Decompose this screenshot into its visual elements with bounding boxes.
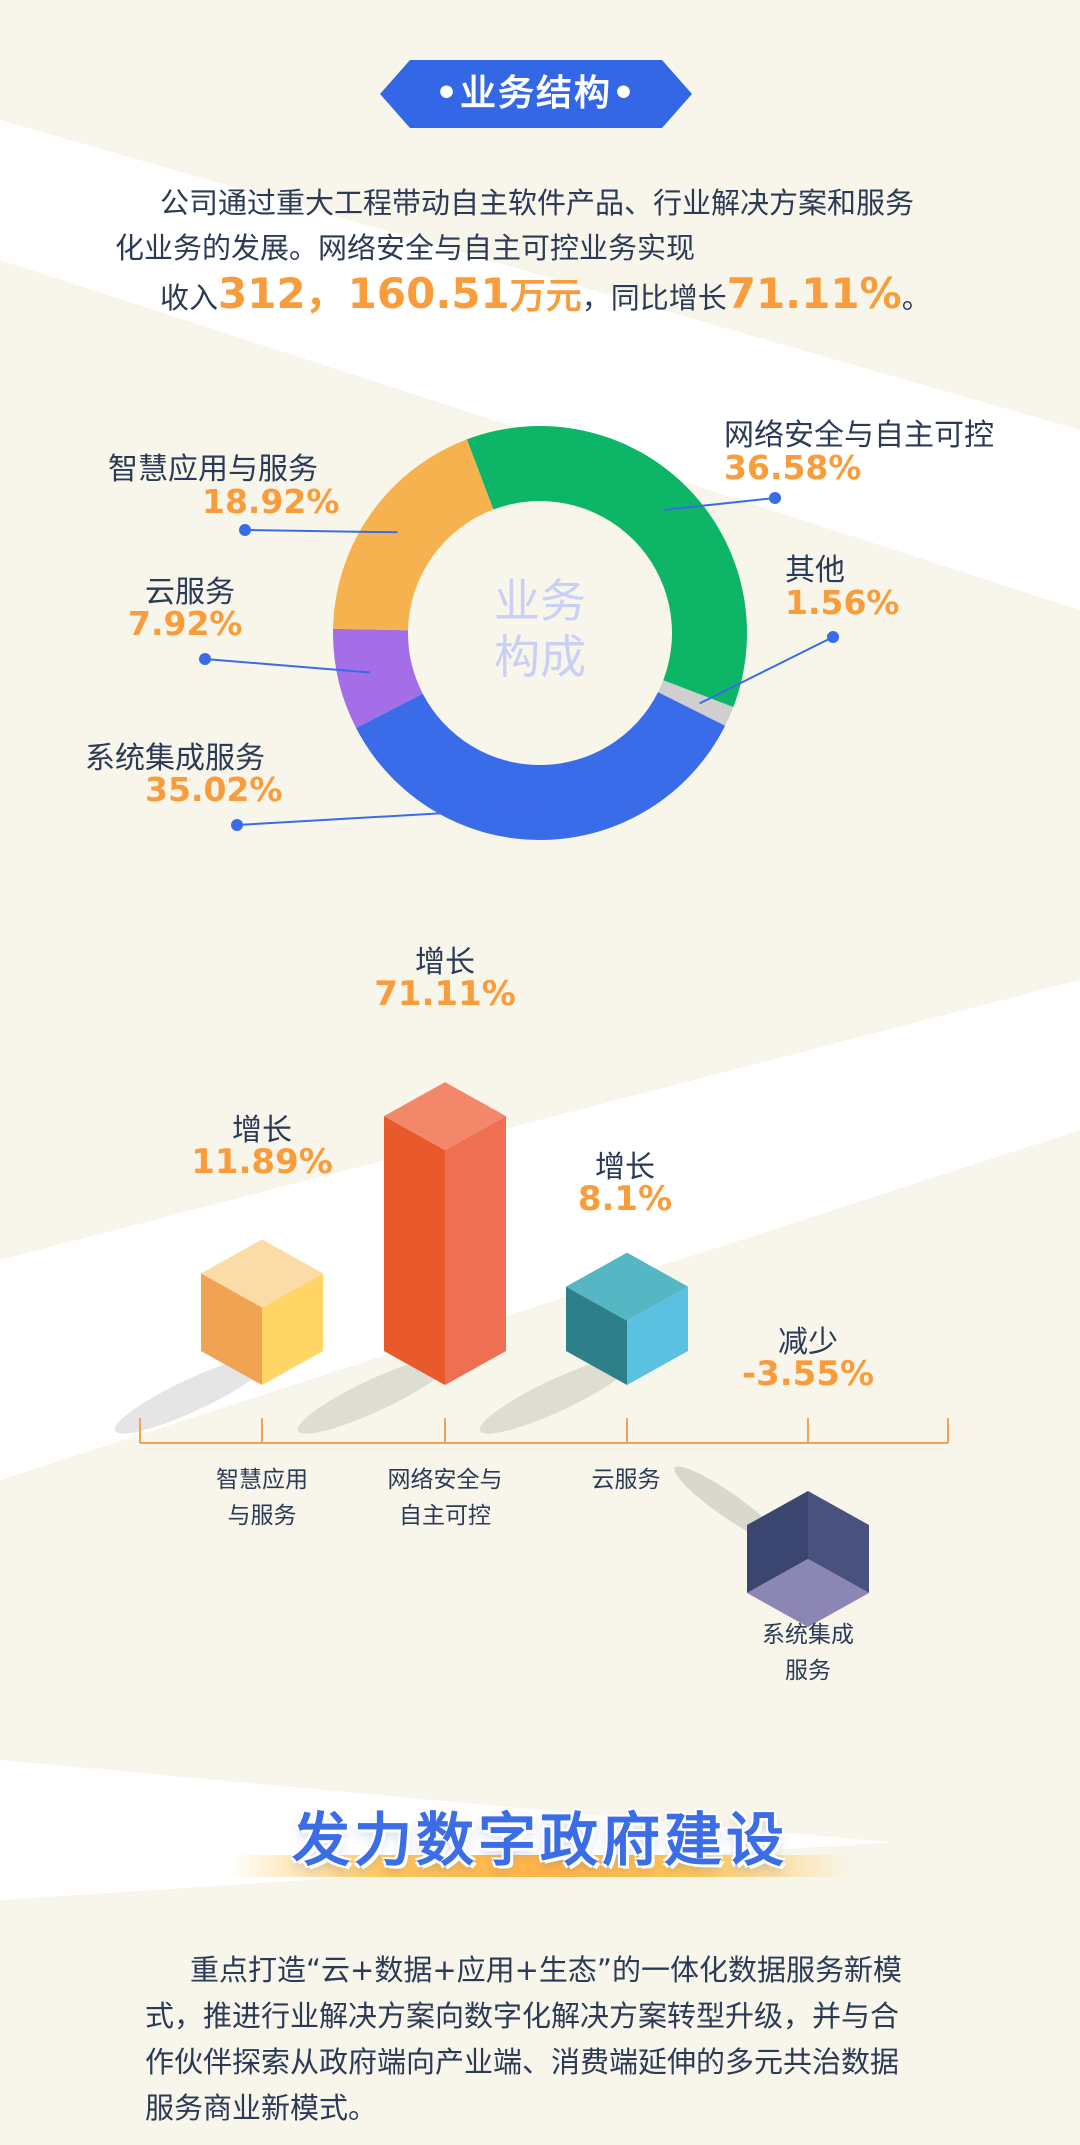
bar-category-system-integration-line-2: 服务: [785, 1658, 831, 1684]
bar-category-network-security: 网络安全与 自主可控: [345, 1462, 545, 1534]
slice-value-other: 1.56%: [785, 583, 900, 622]
leader-dot-network-security: [769, 492, 781, 504]
bar-smart-app: [201, 1239, 323, 1385]
intro-suffix: 。: [901, 281, 931, 315]
slice-label-other: 其他: [785, 553, 845, 588]
slice-value-system-integration: 35.02%: [145, 770, 283, 809]
leader-line-system-integration: [236, 806, 542, 826]
revenue-unit: 万元: [509, 276, 582, 317]
slice-value-smart-app: 18.92%: [202, 482, 340, 521]
bar-category-cloud-line-1: 云服务: [591, 1467, 661, 1493]
bar-head-cloud: 增长: [595, 1150, 655, 1185]
section2-line-2: 式，推进行业解决方案向数字化解决方案转型升级，并与合: [145, 1999, 900, 2033]
leader-dot-system-integration: [231, 819, 243, 831]
intro-line-3: 收入312，160.51万元，同比增长71.11%。: [160, 272, 1040, 320]
section2-line-1: 重点打造“云+数据+应用+生态”的一体化数据服务新模: [190, 1953, 902, 1987]
bar-category-cloud: 云服务: [526, 1462, 726, 1498]
bar-category-smart-app-line-1: 智慧应用: [216, 1467, 308, 1493]
business-composition-donut: [199, 426, 839, 840]
section2-title: 发力数字政府建设: [291, 1806, 788, 1874]
slice-label-cloud: 云服务: [145, 575, 235, 610]
bar-category-smart-app-line-2: 与服务: [227, 1503, 297, 1529]
bar-shadow-cloud: [479, 1356, 635, 1434]
section2-line-4: 服务商业新模式。: [145, 2091, 378, 2125]
bar-shadow-network-security: [297, 1356, 453, 1434]
growth-value: 71.11%: [726, 269, 902, 318]
intro-line-2: 化业务的发展。网络安全与自主可控业务实现: [115, 231, 696, 265]
intro-growth-prefix: ，同比增长: [581, 281, 727, 315]
bar-value-network-security: 71.11%: [374, 974, 516, 1014]
intro-revenue-prefix: 收入: [160, 281, 219, 315]
slice-value-network-security: 36.58%: [724, 448, 862, 487]
leader-line-cloud: [204, 658, 371, 674]
section-title: •业务结构•: [434, 73, 638, 114]
bar-category-system-integration-line-1: 系统集成: [762, 1622, 854, 1648]
revenue-value: 312，160.51: [218, 269, 510, 318]
donut-slice-network-security: [466, 426, 747, 708]
slice-label-smart-app: 智慧应用与服务: [108, 452, 318, 487]
slice-value-cloud: 7.92%: [128, 604, 243, 643]
donut-slice-cloud: [333, 628, 423, 729]
slice-label-network-security: 网络安全与自主可控: [724, 418, 994, 453]
bar-head-smart-app: 增长: [232, 1113, 292, 1148]
bar-cloud: [566, 1252, 688, 1385]
bar-value-cloud: 8.1%: [577, 1179, 673, 1219]
bar-value-smart-app: 11.89%: [191, 1142, 333, 1182]
section2-title-underline: [230, 1855, 850, 1877]
bar-head-system-integration: 减少: [778, 1325, 838, 1360]
bar-category-network-security-line-2: 自主可控: [399, 1503, 491, 1529]
bar-network-security: [384, 1082, 506, 1385]
donut-center-line-2: 构成: [494, 630, 586, 684]
leader-dot-smart-app: [239, 524, 251, 536]
bar-category-smart-app: 智慧应用 与服务: [162, 1462, 362, 1534]
leader-line-network-security: [663, 497, 776, 511]
bar-category-system-integration: 系统集成 服务: [708, 1617, 908, 1689]
section-title-badge: •业务结构•: [380, 60, 692, 128]
bar-shadow-smart-app: [114, 1356, 270, 1434]
donut-center-label: 业务 构成: [440, 573, 640, 685]
leader-dot-other: [827, 631, 839, 643]
bar-system-integration: [674, 1466, 869, 1627]
donut-slice-other: [658, 680, 734, 726]
donut-slice-smart-app: [333, 439, 494, 631]
leader-dot-cloud: [199, 653, 211, 665]
donut-slice-system-integration: [356, 692, 726, 840]
leader-line-smart-app: [244, 529, 398, 534]
bar-category-network-security-line-1: 网络安全与: [387, 1467, 503, 1493]
bar-value-system-integration: -3.55%: [741, 1354, 875, 1394]
leader-line-other: [699, 636, 834, 705]
bar-head-network-security: 增长: [415, 945, 475, 980]
growth-bar-chart: [114, 1082, 949, 1627]
slice-label-system-integration: 系统集成服务: [85, 741, 265, 776]
intro-line-1: 公司通过重大工程带动自主软件产品、行业解决方案和服务: [160, 186, 915, 220]
donut-center-line-1: 业务: [494, 574, 586, 628]
section2-line-3: 作伙伴探索从政府端向产业端、消费端延伸的多元共治数据: [145, 2045, 900, 2079]
